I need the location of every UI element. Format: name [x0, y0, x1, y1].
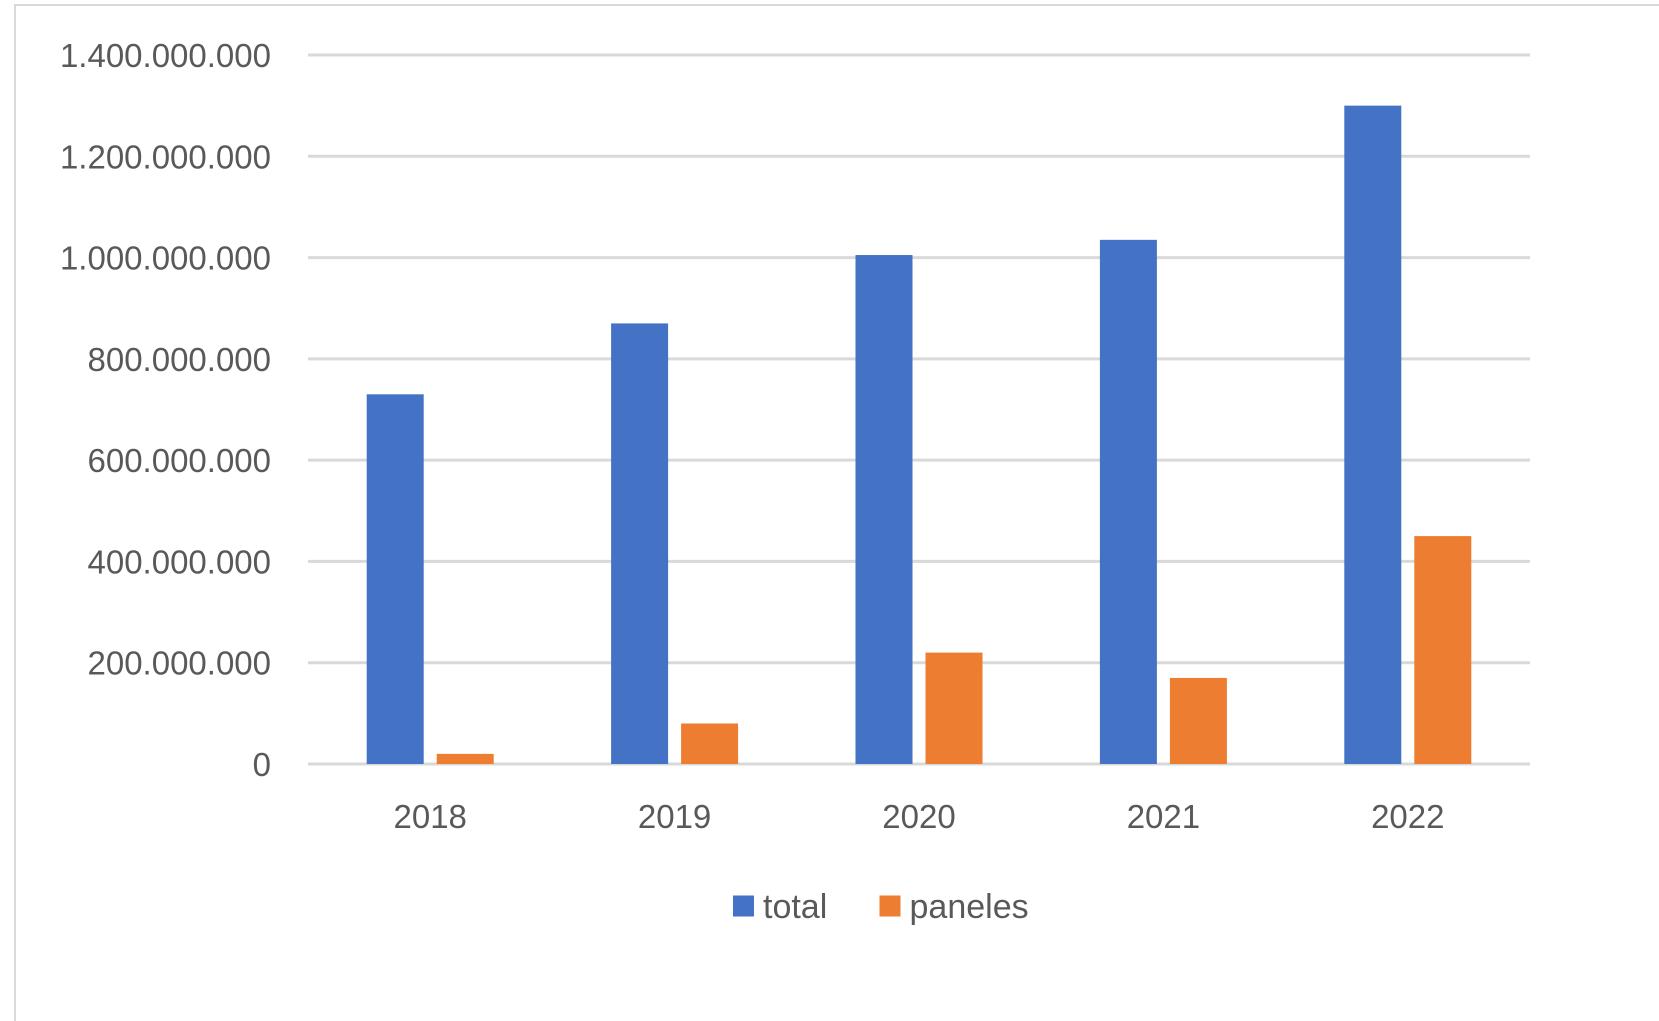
legend-label-total: total — [763, 888, 827, 926]
legend-label-paneles: paneles — [910, 888, 1029, 926]
bar-paneles-2018 — [436, 753, 494, 764]
x-tick-label: 2022 — [1371, 798, 1444, 835]
y-tick-label: 600.000.000 — [87, 442, 271, 479]
y-tick-label: 200.000.000 — [87, 645, 271, 682]
x-tick-label: 2018 — [393, 798, 466, 835]
x-tick-label: 2021 — [1127, 798, 1200, 835]
y-tick-label: 1.000.000.000 — [60, 240, 271, 277]
x-axis-tick-labels: 2018 2019 2020 2021 2022 — [393, 798, 1444, 835]
y-tick-label: 1.200.000.000 — [60, 138, 271, 175]
y-tick-label: 400.000.000 — [87, 543, 271, 580]
bar-paneles-2019 — [681, 723, 739, 764]
gridlines — [308, 53, 1530, 766]
x-tick-label: 2020 — [882, 798, 955, 835]
y-tick-label: 800.000.000 — [87, 341, 271, 378]
bars — [366, 105, 1472, 764]
legend-swatch-paneles — [879, 895, 901, 917]
bar-total-2021 — [1099, 239, 1157, 764]
y-axis-tick-labels: 0 200.000.000 400.000.000 600.000.000 800.00… — [60, 37, 271, 783]
bar-total-2020 — [855, 255, 913, 764]
bar-paneles-2022 — [1414, 536, 1472, 764]
y-tick-label: 0 — [253, 746, 271, 783]
y-tick-label: 1.400.000.000 — [60, 37, 271, 74]
x-tick-label: 2019 — [638, 798, 711, 835]
bar-total-2018 — [366, 394, 424, 764]
bar-total-2019 — [611, 323, 669, 764]
legend-swatch-total — [733, 895, 754, 917]
legend: total paneles — [733, 888, 1029, 926]
bar-paneles-2021 — [1169, 677, 1227, 764]
bar-paneles-2020 — [925, 652, 983, 764]
bar-total-2022 — [1344, 105, 1402, 764]
